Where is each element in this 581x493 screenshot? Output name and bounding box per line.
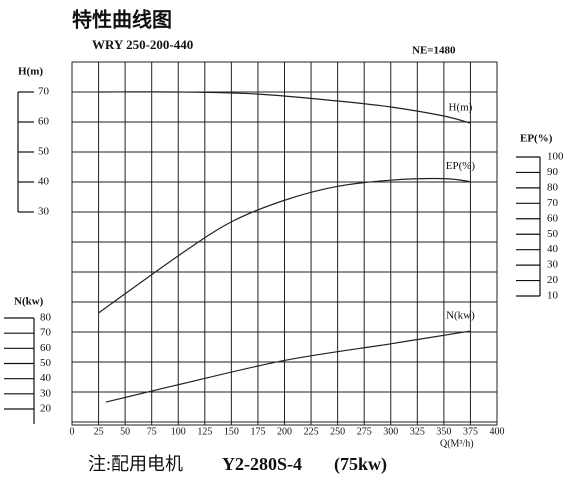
ep-tick-label: 40 bbox=[547, 243, 559, 255]
h-tick-label: 60 bbox=[38, 116, 50, 128]
x-tick-label: 50 bbox=[120, 426, 130, 437]
ep-tick-label: 10 bbox=[547, 290, 559, 302]
ep-tick-label: 20 bbox=[547, 274, 559, 286]
x-tick-label: 375 bbox=[463, 426, 478, 437]
x-tick-label: 150 bbox=[224, 426, 239, 437]
x-tick-label: 325 bbox=[410, 426, 425, 437]
x-tick-label: 350 bbox=[436, 426, 451, 437]
n-tick-label: 40 bbox=[40, 372, 52, 384]
x-tick-label: 300 bbox=[383, 426, 398, 437]
ep-axis-label: EP(%) bbox=[520, 133, 553, 145]
n-tick-label: 60 bbox=[40, 342, 52, 354]
chart-title: 特性曲线图 bbox=[72, 8, 172, 32]
ep-tick-label: 90 bbox=[547, 166, 559, 178]
x-tick-label: 0 bbox=[70, 426, 75, 437]
curve bbox=[98, 91, 471, 124]
x-tick-label: 225 bbox=[304, 426, 319, 437]
curve bbox=[98, 177, 471, 314]
footer-note: 注:配用电机 bbox=[88, 454, 183, 474]
curve bbox=[105, 330, 471, 403]
x-axis-label: Q(M³/h) bbox=[440, 438, 474, 449]
x-tick-label: 100 bbox=[171, 426, 186, 437]
curve-label: EP(%) bbox=[446, 160, 476, 172]
ep-tick-label: 50 bbox=[547, 228, 559, 240]
chart-subtitle: WRY 250-200-440 bbox=[92, 37, 193, 52]
h-tick-label: 70 bbox=[38, 86, 50, 98]
n-tick-label: 30 bbox=[40, 387, 52, 399]
x-tick-label: 75 bbox=[147, 426, 157, 437]
ep-tick-label: 60 bbox=[547, 212, 559, 224]
ep-tick-label: 70 bbox=[547, 197, 559, 209]
x-tick-label: 400 bbox=[490, 426, 505, 437]
curve-label: N(kw) bbox=[446, 310, 475, 322]
x-tick-label: 125 bbox=[197, 426, 212, 437]
footer-power: (75kw) bbox=[334, 454, 387, 475]
n-tick-label: 50 bbox=[40, 357, 52, 369]
h-tick-label: 30 bbox=[38, 206, 50, 218]
h-axis-label: H(m) bbox=[18, 66, 43, 78]
n-axis-label: N(kw) bbox=[14, 296, 44, 308]
h-tick-label: 40 bbox=[38, 176, 50, 188]
h-tick-label: 50 bbox=[38, 146, 50, 158]
x-tick-label: 275 bbox=[357, 426, 372, 437]
x-tick-label: 175 bbox=[250, 426, 265, 437]
n-tick-label: 20 bbox=[40, 403, 52, 415]
annotation: NE=1480 bbox=[412, 45, 456, 57]
ep-tick-label: 80 bbox=[547, 181, 559, 193]
n-tick-label: 70 bbox=[40, 327, 52, 339]
ep-tick-label: 100 bbox=[547, 151, 564, 163]
footer-motor: Y2-280S-4 bbox=[222, 454, 302, 474]
x-tick-label: 25 bbox=[94, 426, 104, 437]
x-tick-label: 200 bbox=[277, 426, 292, 437]
x-tick-label: 250 bbox=[330, 426, 345, 437]
n-tick-label: 80 bbox=[40, 312, 52, 324]
curve-label: H(m) bbox=[449, 102, 473, 114]
ep-tick-label: 30 bbox=[547, 259, 559, 271]
